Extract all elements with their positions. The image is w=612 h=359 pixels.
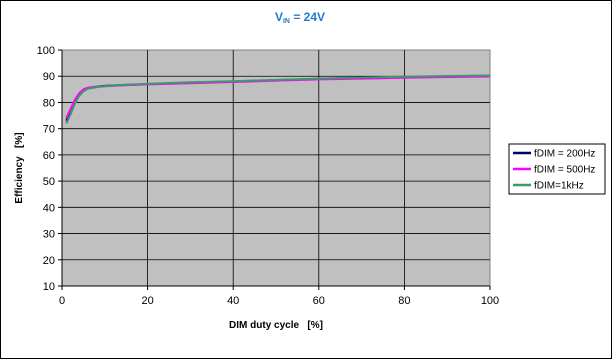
y-tick-label: 40 — [43, 202, 55, 214]
y-axis-title: Efficiency [%] — [14, 132, 25, 203]
y-axis-ticks: 10 20 30 40 50 60 70 80 90 100 — [37, 45, 63, 293]
chart-title-rest: = 24V — [290, 10, 325, 24]
x-tick-label: 20 — [141, 295, 153, 307]
series-line-3 — [65, 74, 491, 124]
x-axis-ticks: 0 20 40 60 80 100 — [59, 285, 499, 307]
x-tick-label: 60 — [313, 295, 325, 307]
y-tick-label: 30 — [43, 229, 55, 241]
y-tick-label: 90 — [43, 71, 55, 83]
plot-area — [61, 49, 491, 287]
y-tick-label: 100 — [37, 45, 55, 57]
x-tick-label: 40 — [227, 295, 239, 307]
x-tick-label: 100 — [481, 295, 499, 307]
y-tick-label: 50 — [43, 176, 55, 188]
x-tick-label: 80 — [398, 295, 410, 307]
y-tick-label: 80 — [43, 97, 55, 109]
y-tick-label: 70 — [43, 124, 55, 136]
y-tick-label: 20 — [43, 255, 55, 267]
legend-label: fDIM = 200Hz — [534, 149, 595, 160]
y-tick-label: 10 — [43, 281, 55, 293]
series-lines — [65, 74, 491, 124]
y-tick-label: 60 — [43, 150, 55, 162]
legend-label: fDIM=1kHz — [534, 181, 584, 192]
x-tick-label: 0 — [59, 295, 65, 307]
chart-title: VIN = 24V — [275, 10, 325, 25]
legend-items: fDIM = 200Hz fDIM = 500Hz fDIM=1kHz — [513, 149, 595, 192]
legend-label: fDIM = 500Hz — [534, 165, 595, 176]
chart-title-main: V — [275, 10, 283, 24]
chart-title-subscript: IN — [283, 18, 290, 25]
x-axis-title: DIM duty cycle [%] — [229, 320, 323, 331]
